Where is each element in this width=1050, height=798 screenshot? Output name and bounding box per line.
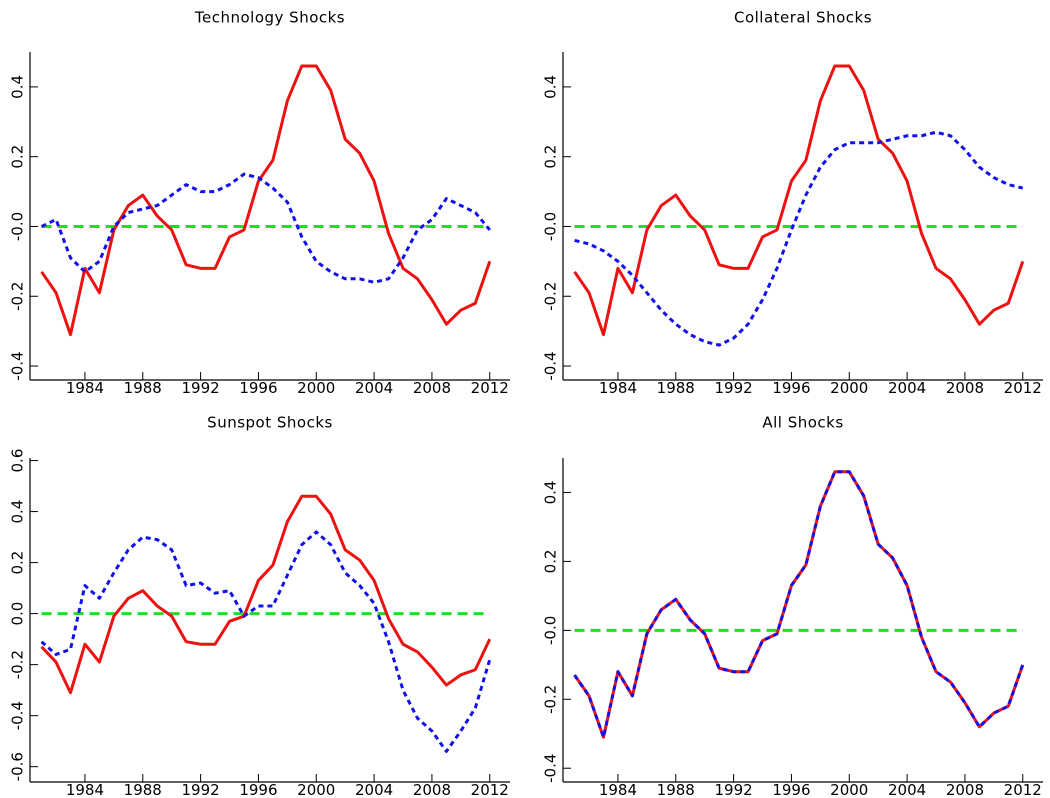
x-tick-label: 1996 bbox=[239, 379, 277, 397]
x-tick-label: 2000 bbox=[830, 781, 868, 798]
x-tick-label: 1996 bbox=[772, 379, 810, 397]
y-tick-label: 0.2 bbox=[9, 551, 27, 575]
y-tick-label: -0.2 bbox=[542, 282, 560, 311]
y-tick-label: 0.4 bbox=[9, 75, 27, 99]
x-tick-label: 1984 bbox=[599, 379, 637, 397]
y-tick-label: -0.4 bbox=[9, 701, 27, 730]
series-line bbox=[40, 494, 492, 695]
chart-title: Collateral Shocks bbox=[734, 9, 872, 27]
x-tick-label: 1984 bbox=[599, 781, 637, 798]
x-tick-label: 1996 bbox=[239, 781, 277, 798]
x-tick-label: 2000 bbox=[830, 379, 868, 397]
y-tick-label: 0.2 bbox=[542, 145, 560, 169]
chart-title: Technology Shocks bbox=[194, 9, 345, 27]
x-tick-label: 2004 bbox=[355, 781, 393, 798]
x-tick-label: 2012 bbox=[471, 781, 509, 798]
chart-title: Sunspot Shocks bbox=[207, 414, 333, 432]
x-tick-label: 2000 bbox=[297, 379, 335, 397]
y-tick-label: -0.0 bbox=[542, 616, 560, 645]
panel: All Shocks -0.4 -0.2 -0.0 0.2 0.4 1984 1988 1992… bbox=[542, 414, 1043, 798]
x-tick-label: 2012 bbox=[471, 379, 509, 397]
series-line bbox=[573, 470, 1025, 739]
y-tick-label: -0.2 bbox=[9, 650, 27, 679]
panel: Collateral Shocks -0.4 -0.2 -0.0 0.2 0.4 1984 1… bbox=[542, 9, 1043, 397]
y-tick-label: 0.4 bbox=[542, 75, 560, 99]
x-tick-label: 1988 bbox=[657, 379, 695, 397]
x-tick-label: 2004 bbox=[355, 379, 393, 397]
x-tick-label: 1984 bbox=[66, 781, 104, 798]
x-tick-label: 1988 bbox=[124, 781, 162, 798]
y-tick-label: -0.0 bbox=[542, 212, 560, 241]
x-tick-label: 1996 bbox=[772, 781, 810, 798]
y-tick-label: -0.0 bbox=[9, 212, 27, 241]
x-tick-label: 1992 bbox=[182, 781, 220, 798]
series-line bbox=[40, 172, 491, 284]
x-tick-label: 1988 bbox=[124, 379, 162, 397]
y-tick-label: -0.6 bbox=[9, 752, 27, 781]
x-tick-label: 1992 bbox=[182, 379, 220, 397]
y-tick-label: -0.4 bbox=[9, 351, 27, 380]
x-tick-label: 2012 bbox=[1004, 379, 1042, 397]
x-tick-label: 2000 bbox=[297, 781, 335, 798]
x-tick-label: 2008 bbox=[413, 781, 451, 798]
y-tick-label: 0.0 bbox=[9, 602, 27, 626]
y-tick-label: 0.6 bbox=[9, 449, 27, 473]
y-tick-label: -0.4 bbox=[542, 351, 560, 380]
chart-title: All Shocks bbox=[762, 414, 843, 432]
series-line bbox=[573, 64, 1025, 337]
x-tick-label: 2004 bbox=[888, 781, 926, 798]
x-tick-label: 2012 bbox=[1004, 781, 1042, 798]
series-line bbox=[40, 64, 492, 337]
y-tick-label: 0.4 bbox=[542, 481, 560, 505]
x-tick-label: 1988 bbox=[657, 781, 695, 798]
x-tick-label: 1992 bbox=[715, 379, 753, 397]
series-line bbox=[573, 470, 1025, 739]
y-tick-label: 0.2 bbox=[542, 549, 560, 573]
x-tick-label: 2008 bbox=[946, 379, 984, 397]
x-tick-label: 2008 bbox=[946, 781, 984, 798]
y-tick-label: -0.4 bbox=[542, 754, 560, 783]
x-tick-label: 1984 bbox=[66, 379, 104, 397]
y-tick-label: 0.2 bbox=[9, 145, 27, 169]
y-tick-label: 0.4 bbox=[9, 500, 27, 524]
x-tick-label: 1992 bbox=[715, 781, 753, 798]
x-tick-label: 2004 bbox=[888, 379, 926, 397]
panel: Technology Shocks -0.4 -0.2 -0.0 0.2 0.4 1984 1… bbox=[9, 9, 510, 397]
y-tick-label: -0.2 bbox=[542, 685, 560, 714]
series-line bbox=[574, 130, 1024, 347]
series-line bbox=[40, 530, 492, 753]
y-tick-label: -0.2 bbox=[9, 282, 27, 311]
x-tick-label: 2008 bbox=[413, 379, 451, 397]
panel: Sunspot Shocks -0.6 -0.4 -0.2 0.0 0.2 0.4 0.6 19… bbox=[9, 414, 510, 798]
